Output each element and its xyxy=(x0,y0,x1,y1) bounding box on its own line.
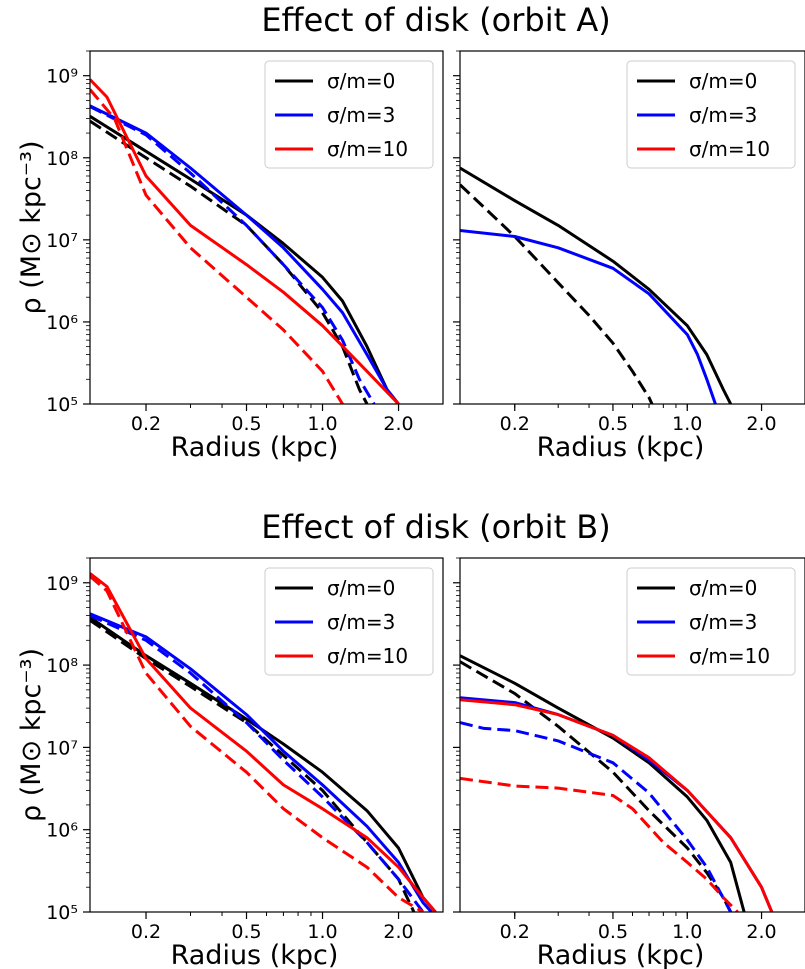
legend-label: σ/m=3 xyxy=(327,610,395,634)
panel-4: 0.2 0.5 1.0 2.0 Radius (kpc) σ/m=0 σ/m=3 σ/m=10 xyxy=(453,557,805,969)
y-axis-label: ρ (M⊙ kpc⁻³) xyxy=(16,648,47,822)
figure-title-top: Effect of disk (orbit A) xyxy=(261,1,610,39)
x-tick-label: 1.0 xyxy=(307,921,337,943)
legend-box xyxy=(264,567,434,676)
x-tick-label: 0.2 xyxy=(131,413,161,435)
x-tick-label: 0.5 xyxy=(231,413,261,435)
panel-1: 0.2 0.5 1.0 2.0 10⁵ 10⁶ 10⁷ 10⁸ 10⁹ Radius (kpc) ρ… xyxy=(16,50,444,463)
x-tick-label: 0.5 xyxy=(598,413,628,435)
x-tick-label: 0.5 xyxy=(231,921,261,943)
series-line-6-dashed xyxy=(460,776,739,912)
series-line-5-solid xyxy=(90,78,400,404)
legend-label: σ/m=0 xyxy=(689,69,757,93)
x-axis-label: Radius (kpc) xyxy=(171,940,339,969)
series-line-6-dashed xyxy=(90,575,424,912)
legend-label: σ/m=0 xyxy=(327,69,395,93)
y-tick-label: 10⁶ xyxy=(46,312,78,334)
legend-box xyxy=(626,567,796,676)
series-line-1-solid xyxy=(90,115,400,404)
legend-label: σ/m=10 xyxy=(689,137,770,161)
series-group xyxy=(90,572,437,912)
legend: σ/m=0 σ/m=3 σ/m=10 xyxy=(626,60,796,169)
x-tick-label: 0.2 xyxy=(131,921,161,943)
legend-label: σ/m=10 xyxy=(327,644,408,668)
series-line-3-solid xyxy=(90,104,400,404)
series-line-5-solid xyxy=(90,572,437,912)
y-tick-label: 10⁶ xyxy=(46,820,78,842)
series-line-3-solid xyxy=(460,229,717,404)
y-tick-label: 10⁹ xyxy=(46,573,78,595)
series-line-6-dashed xyxy=(90,88,344,404)
x-tick-label: 2.0 xyxy=(383,413,413,435)
legend-box xyxy=(626,60,796,169)
legend-label: σ/m=10 xyxy=(327,137,408,161)
series-line-1-solid xyxy=(460,166,733,404)
x-tick-label: 1.0 xyxy=(307,413,337,435)
y-tick-label: 10⁷ xyxy=(46,230,78,252)
y-tick-label: 10⁹ xyxy=(46,66,78,88)
series-line-2-dashed xyxy=(90,619,416,912)
series-group xyxy=(460,166,733,404)
x-axis-label: Radius (kpc) xyxy=(171,432,339,463)
series-line-4-dashed xyxy=(90,614,425,912)
x-tick-label: 2.0 xyxy=(746,413,776,435)
x-axis-label: Radius (kpc) xyxy=(537,940,705,969)
series-line-5-solid xyxy=(460,698,774,912)
legend-label: σ/m=10 xyxy=(689,644,770,668)
series-line-2-dashed xyxy=(460,183,654,404)
y-tick-label: 10⁵ xyxy=(46,394,78,416)
legend-label: σ/m=3 xyxy=(689,103,757,127)
x-tick-label: 0.2 xyxy=(500,921,530,943)
legend-label: σ/m=0 xyxy=(327,576,395,600)
legend-label: σ/m=3 xyxy=(327,103,395,127)
x-tick-label: 2.0 xyxy=(383,921,413,943)
legend-label: σ/m=0 xyxy=(689,576,757,600)
series-line-1-solid xyxy=(90,616,437,912)
series-line-4-dashed xyxy=(90,105,376,404)
x-tick-label: 2.0 xyxy=(746,921,776,943)
series-line-2-dashed xyxy=(460,660,733,912)
x-axis-label: Radius (kpc) xyxy=(537,432,705,463)
series-line-1-solid xyxy=(460,654,746,912)
x-tick-label: 0.5 xyxy=(598,921,628,943)
series-line-2-dashed xyxy=(90,119,369,404)
legend-box xyxy=(264,60,434,169)
series-group xyxy=(460,654,774,912)
y-tick-label: 10⁸ xyxy=(46,148,78,170)
figure-title-bottom: Effect of disk (orbit B) xyxy=(261,508,610,546)
y-tick-label: 10⁵ xyxy=(46,902,78,924)
legend: σ/m=0 σ/m=3 σ/m=10 xyxy=(626,567,796,676)
x-tick-label: 1.0 xyxy=(672,413,702,435)
legend: σ/m=0 σ/m=3 σ/m=10 xyxy=(264,567,434,676)
panel-2: 0.2 0.5 1.0 2.0 Radius (kpc) σ/m=0 σ/m=3 σ/m=10 xyxy=(453,50,805,463)
y-tick-label: 10⁸ xyxy=(46,655,78,677)
series-line-4-dashed xyxy=(460,721,733,912)
panel-3: 0.2 0.5 1.0 2.0 10⁵ 10⁶ 10⁷ 10⁸ 10⁹ Radius (kpc) ρ… xyxy=(16,557,444,969)
legend: σ/m=0 σ/m=3 σ/m=10 xyxy=(264,60,434,169)
series-group xyxy=(90,78,400,404)
y-axis-label: ρ (M⊙ kpc⁻³) xyxy=(16,141,47,315)
x-tick-label: 0.2 xyxy=(500,413,530,435)
legend-label: σ/m=3 xyxy=(689,610,757,634)
y-tick-label: 10⁷ xyxy=(46,737,78,759)
x-tick-label: 1.0 xyxy=(672,921,702,943)
